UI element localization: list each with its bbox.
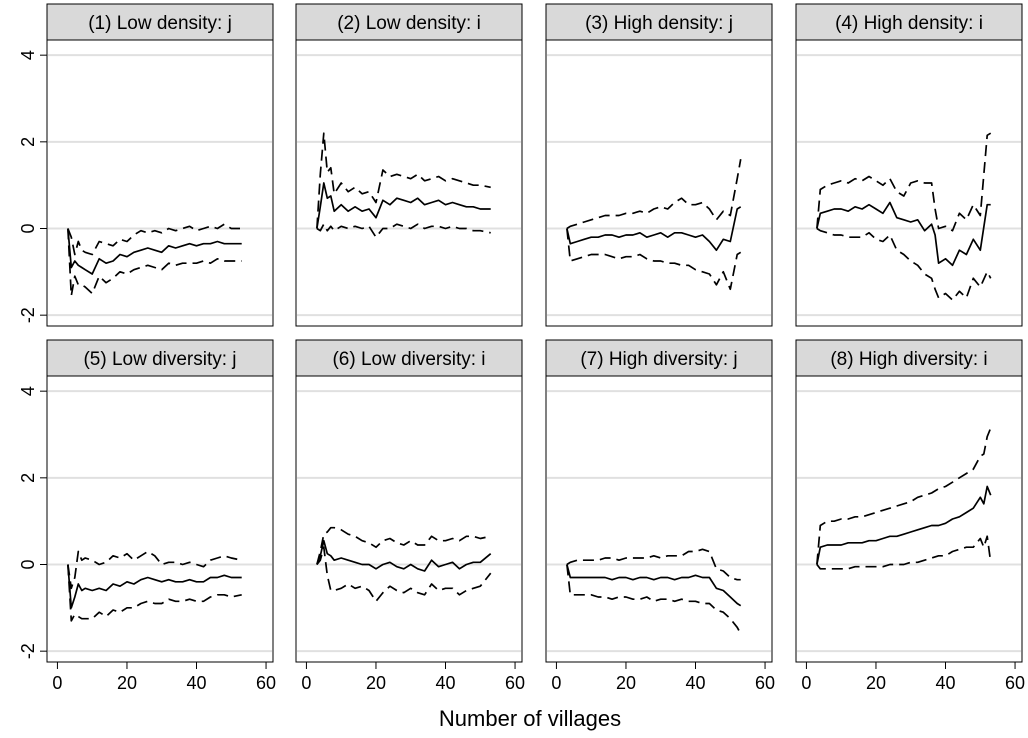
panel-plot-area — [295, 39, 523, 327]
panel-title: (8) High diversity: i — [830, 349, 987, 370]
y-tick-label: -2 — [18, 643, 38, 659]
panel-plot-area — [545, 375, 773, 663]
upper-bound-line — [67, 550, 242, 590]
panel-plot-area — [795, 39, 1023, 327]
x-tick-label: 20 — [366, 673, 386, 693]
upper-bound-line — [566, 159, 742, 230]
upper-bound-line — [316, 526, 491, 565]
panel-title: (3) High density: j — [585, 13, 733, 34]
panel-3: (3) High density: j — [545, 3, 773, 327]
panel-8: (8) High diversity: i 0 20 40 60 — [795, 339, 1025, 693]
x-tick-label: 40 — [186, 673, 206, 693]
estimate-line — [566, 564, 742, 607]
x-tick-label: 0 — [301, 673, 311, 693]
estimate-line — [566, 206, 742, 252]
upper-bound-line — [316, 132, 491, 229]
y-tick-label: -2 — [18, 307, 38, 323]
x-tick-label: 40 — [685, 673, 705, 693]
x-tick-label: 0 — [52, 673, 62, 693]
lower-bound-line — [316, 223, 491, 239]
x-tick-label: 60 — [256, 673, 276, 693]
y-tick-label: 4 — [18, 50, 38, 60]
y-tick-label: 2 — [18, 473, 38, 483]
y-tick-label: 0 — [18, 559, 38, 569]
x-tick-label: 20 — [616, 673, 636, 693]
panel-plot-area — [545, 39, 773, 327]
panel-header-box — [295, 339, 523, 377]
y-tick-label: 4 — [18, 386, 38, 396]
upper-bound-line — [816, 132, 992, 232]
panel-plot-area — [795, 375, 1023, 663]
panel-title: (4) High density: i — [835, 13, 983, 34]
x-tick-label: 20 — [866, 673, 886, 693]
estimate-line — [67, 228, 242, 275]
panel-7: (7) High diversity: j 0 20 40 60 — [545, 339, 775, 693]
panel-plot-area — [46, 375, 274, 663]
x-tick-label: 20 — [117, 673, 137, 693]
panel-1: (1) Low density: j -2 0 2 4 — [18, 3, 274, 327]
x-axis-label: Number of villages — [439, 706, 621, 731]
panel-2: (2) Low density: i — [295, 3, 523, 327]
panels-layer: (1) Low density: j -2 0 2 4 (2) Low density: … — [18, 3, 1025, 693]
upper-bound-line — [566, 548, 741, 581]
panel-header-box — [46, 3, 274, 41]
panel-title: (1) Low density: j — [88, 13, 232, 34]
panel-header-box — [795, 3, 1023, 41]
x-tick-label: 0 — [801, 673, 811, 693]
estimate-line — [316, 539, 492, 572]
estimate-line — [316, 182, 491, 229]
x-tick-label: 60 — [755, 673, 775, 693]
x-tick-label: 40 — [935, 673, 955, 693]
panel-header-box — [295, 3, 523, 41]
x-tick-label: 0 — [551, 673, 561, 693]
panel-title: (6) Low diversity: i — [332, 349, 485, 370]
panel-title: (7) High diversity: j — [580, 349, 737, 370]
lower-bound-line — [816, 535, 992, 570]
panel-6: (6) Low diversity: i 0 20 40 60 — [295, 339, 525, 693]
panel-title: (2) Low density: i — [337, 13, 481, 34]
panel-4: (4) High density: i — [795, 3, 1023, 327]
estimate-line — [816, 201, 991, 267]
upper-bound-line — [67, 223, 242, 256]
panel-plot-area — [46, 39, 274, 327]
x-tick-label: 60 — [1005, 673, 1025, 693]
panel-title: (5) Low diversity: j — [83, 349, 236, 370]
panel-plot-area — [295, 375, 523, 663]
panel-header-box — [545, 3, 773, 41]
x-tick-label: 40 — [435, 673, 455, 693]
lower-bound-line — [316, 546, 492, 603]
y-tick-label: 2 — [18, 137, 38, 147]
panel-header-box — [545, 339, 773, 377]
estimate-line — [67, 564, 242, 609]
x-tick-label: 60 — [505, 673, 525, 693]
lower-bound-line — [816, 227, 992, 301]
lower-bound-line — [67, 564, 242, 622]
estimate-line — [816, 485, 992, 565]
lower-bound-line — [566, 228, 742, 291]
y-tick-label: 0 — [18, 223, 38, 233]
lower-bound-line — [566, 564, 742, 635]
